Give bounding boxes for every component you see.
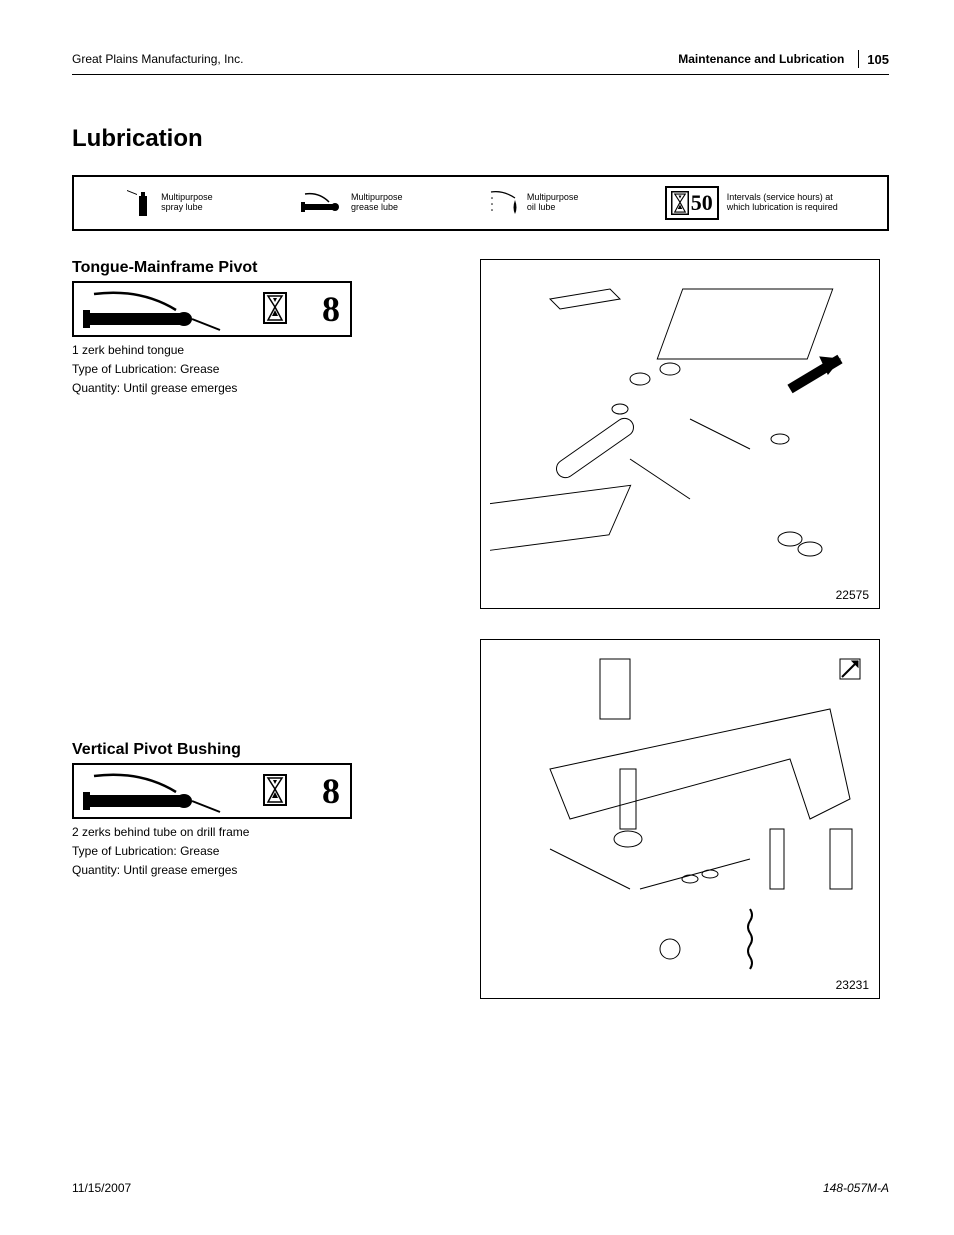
footer-date: 11/15/2007 — [72, 1181, 131, 1195]
interval-example-number: 50 — [691, 190, 713, 216]
spray-lube-icon — [123, 188, 153, 218]
lube-type: Type of Lubrication: Grease — [72, 362, 452, 377]
legend-label: oil lube — [527, 203, 579, 213]
lube-section: Tongue-Mainframe Pivot 8 1 zerk behind t… — [72, 259, 452, 396]
content-area: Tongue-Mainframe Pivot 8 1 zerk behind t… — [72, 259, 889, 999]
grease-gun-icon — [80, 286, 230, 332]
legend-label: grease lube — [351, 203, 403, 213]
lube-interval-box: 8 — [72, 763, 352, 819]
section-title: Tongue-Mainframe Pivot — [72, 259, 452, 277]
footer-docnum: 148-057M-A — [823, 1181, 889, 1195]
company-name: Great Plains Manufacturing, Inc. — [72, 52, 243, 66]
lube-section: Vertical Pivot Bushing 8 2 zerks behind … — [72, 741, 452, 878]
lube-legend: Multipurpose spray lube Multipurpose gre… — [72, 175, 889, 231]
interval-number: 8 — [322, 288, 340, 330]
zerk-count: 1 zerk behind tongue — [72, 343, 452, 358]
diagram-id: 22575 — [836, 588, 869, 602]
diagram-id: 23231 — [836, 978, 869, 992]
exploded-view-diagram — [481, 640, 879, 998]
legend-oil: Multipurpose oil lube — [489, 188, 579, 218]
header-divider — [858, 50, 859, 68]
grease-gun-icon — [80, 768, 230, 814]
lube-interval-box: 8 — [72, 281, 352, 337]
diagram-box: 23231 — [480, 639, 880, 999]
page-title: Lubrication — [72, 125, 889, 153]
page-header: Great Plains Manufacturing, Inc. Mainten… — [72, 50, 889, 68]
section-title: Vertical Pivot Bushing — [72, 741, 452, 759]
exploded-view-diagram — [481, 260, 879, 608]
page-footer: 11/15/2007 148-057M-A — [72, 1181, 889, 1195]
hourglass-icon — [671, 191, 689, 215]
hourglass-icon — [263, 292, 289, 326]
grease-lube-icon — [299, 188, 343, 218]
page-number: 105 — [867, 52, 889, 67]
oil-lube-icon — [489, 188, 519, 218]
right-column: 22575 — [480, 259, 889, 999]
legend-spray: Multipurpose spray lube — [123, 188, 213, 218]
lube-qty: Quantity: Until grease emerges — [72, 863, 452, 878]
header-rule — [72, 74, 889, 75]
section-name: Maintenance and Lubrication — [678, 52, 844, 66]
lube-qty: Quantity: Until grease emerges — [72, 381, 452, 396]
legend-label: which lubrication is required — [727, 203, 838, 213]
zerk-count: 2 zerks behind tube on drill frame — [72, 825, 452, 840]
legend-grease: Multipurpose grease lube — [299, 188, 403, 218]
diagram-box: 22575 — [480, 259, 880, 609]
left-column: Tongue-Mainframe Pivot 8 1 zerk behind t… — [72, 259, 452, 999]
legend-interval: 50 Intervals (service hours) at which lu… — [665, 186, 838, 220]
hourglass-icon — [263, 774, 289, 808]
interval-number: 8 — [322, 770, 340, 812]
lube-type: Type of Lubrication: Grease — [72, 844, 452, 859]
legend-label: spray lube — [161, 203, 213, 213]
layout-spacer — [72, 436, 452, 741]
